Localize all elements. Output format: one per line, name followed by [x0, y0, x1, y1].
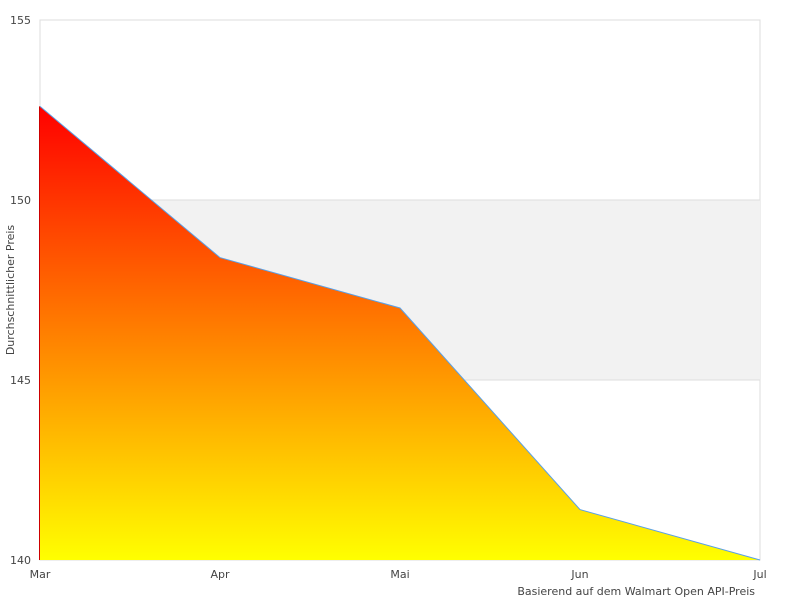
series-line	[39, 106, 761, 561]
y-tick-label: 150	[10, 194, 31, 207]
x-tick-label: Jun	[570, 568, 588, 581]
y-tick-label: 145	[10, 374, 31, 387]
y-axis-label: Durchschnittlicher Preis	[4, 225, 17, 356]
x-tick-label: Mai	[390, 568, 409, 581]
x-tick-label: Apr	[210, 568, 230, 581]
y-tick-label: 155	[10, 14, 31, 27]
x-tick-label: Jul	[752, 568, 766, 581]
y-tick-label: 140	[10, 554, 31, 567]
x-tick-label: Mar	[30, 568, 51, 581]
source-note: Basierend auf dem Walmart Open API-Preis	[517, 585, 755, 598]
area-fill	[40, 106, 760, 561]
